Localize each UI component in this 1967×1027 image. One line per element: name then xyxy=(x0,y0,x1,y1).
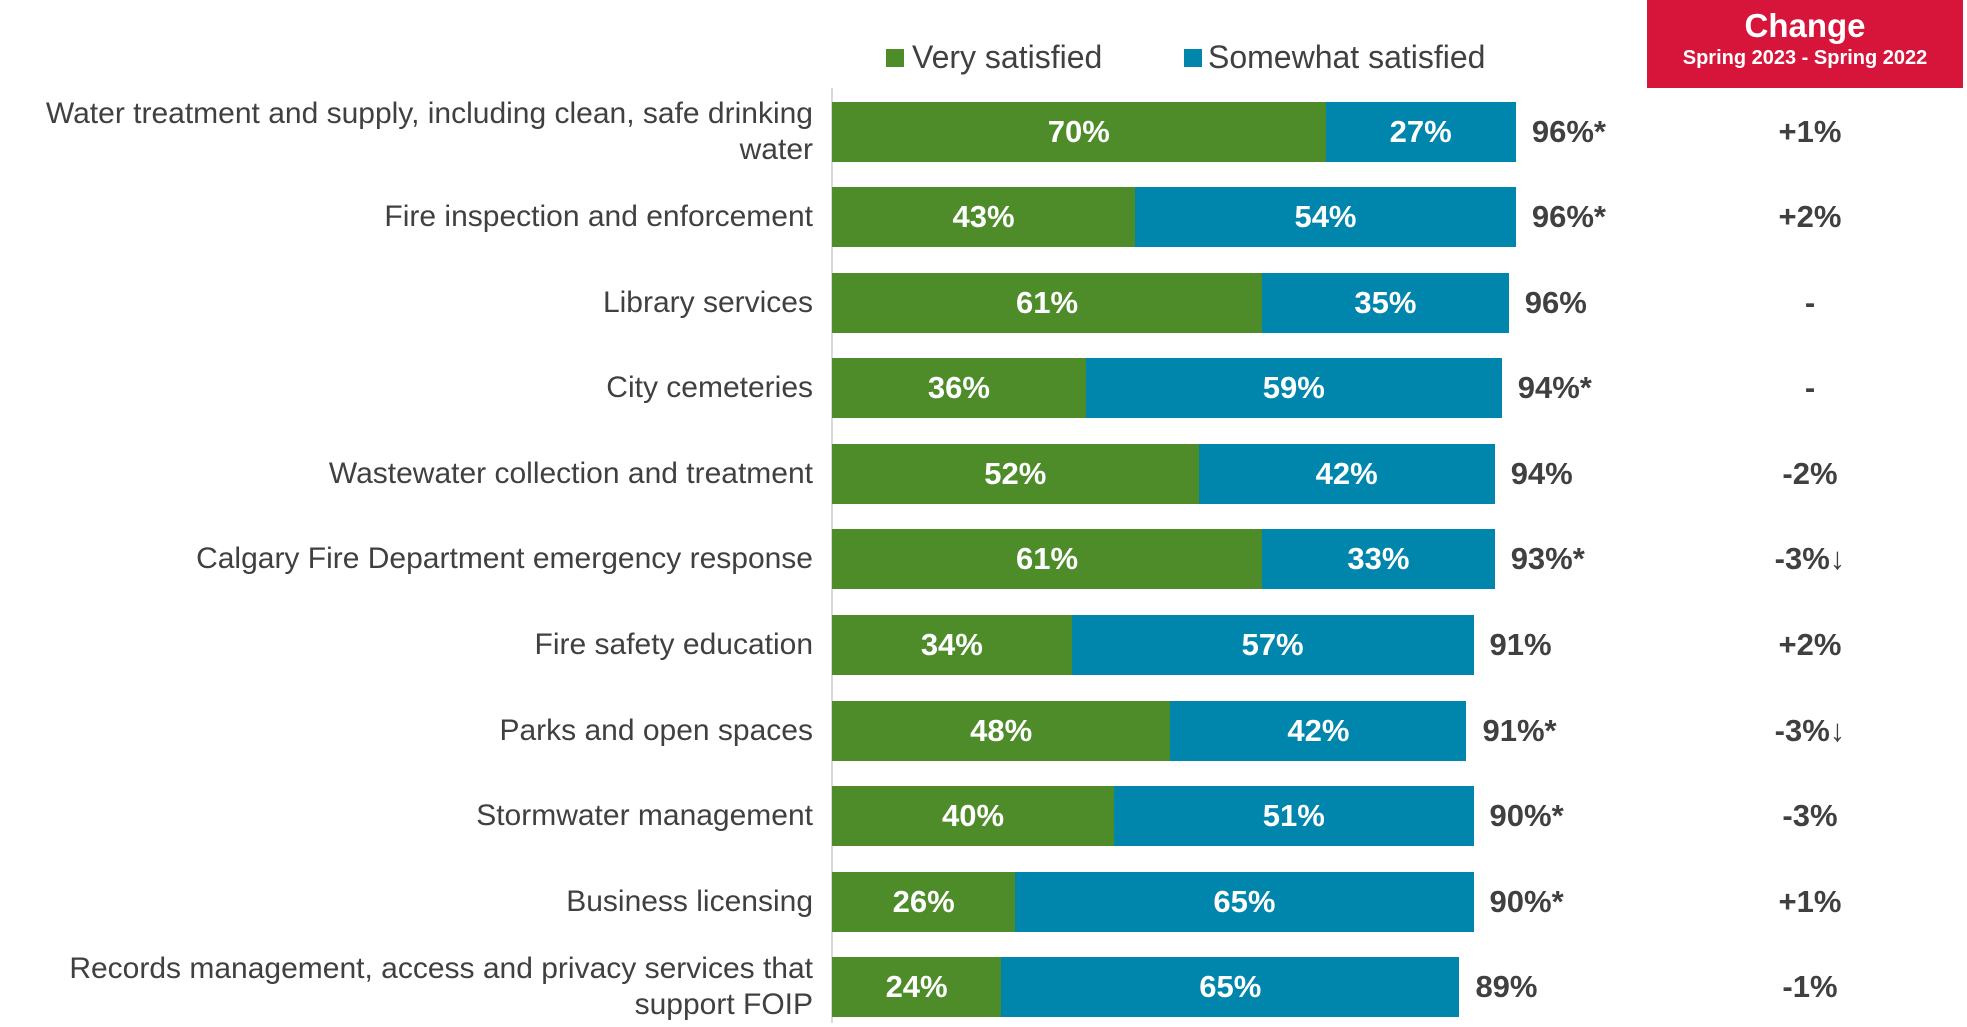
total-label: 96%* xyxy=(1531,199,1606,235)
total-label: 91% xyxy=(1489,627,1552,662)
data-label: 61% xyxy=(1016,541,1079,577)
category-label: City cemeteries xyxy=(606,371,813,405)
bar-segment: 61% xyxy=(832,529,1263,590)
bar-segment: 54% xyxy=(1135,187,1516,248)
category-label: Parks and open spaces xyxy=(499,713,813,747)
total-label: 90%* xyxy=(1489,798,1564,834)
bar-segment: 51% xyxy=(1114,786,1474,847)
change-value: -2% xyxy=(1782,455,1838,491)
data-label: 65% xyxy=(1199,969,1262,1005)
data-label: 36% xyxy=(927,370,990,406)
data-label: 61% xyxy=(1016,284,1079,320)
data-label: 52% xyxy=(984,455,1047,491)
category-label: Fire inspection and enforcement xyxy=(384,200,813,234)
legend-label: Very satisfied xyxy=(912,39,1103,75)
data-label: 48% xyxy=(970,712,1033,748)
change-value: - xyxy=(1804,284,1816,320)
change-header: Change Spring 2023 - Spring 2022 xyxy=(1647,0,1963,88)
bar-segment: 59% xyxy=(1085,358,1502,419)
change-value: -3% xyxy=(1782,798,1838,834)
legend-swatch xyxy=(1184,49,1202,67)
category-label: Water treatment and supply, including cl… xyxy=(45,96,813,166)
change-value: +2% xyxy=(1778,199,1842,235)
total-label: 91%* xyxy=(1482,712,1557,748)
bar-segment: 52% xyxy=(832,443,1199,504)
bar-segment: 70% xyxy=(832,101,1326,162)
change-value: +1% xyxy=(1778,113,1842,149)
bar-segment: 42% xyxy=(1198,443,1495,504)
bar-segment: 36% xyxy=(832,358,1086,419)
bar-segment: 26% xyxy=(832,871,1016,932)
total-label: 93%* xyxy=(1510,541,1585,577)
change-value: - xyxy=(1804,370,1816,406)
change-value: +1% xyxy=(1778,883,1842,919)
data-label: 54% xyxy=(1294,199,1357,235)
bar-segment: 65% xyxy=(1015,871,1474,932)
change-value: +2% xyxy=(1778,627,1842,662)
total-label: 90%* xyxy=(1489,883,1564,919)
total-label: 94% xyxy=(1510,455,1573,491)
bar-segment: 34% xyxy=(832,615,1072,675)
bar-segment: 43% xyxy=(832,187,1136,248)
data-label: 24% xyxy=(885,969,948,1005)
data-label: 43% xyxy=(952,199,1015,235)
change-value: -3%↓ xyxy=(1774,712,1846,748)
total-label: 96%* xyxy=(1531,113,1606,149)
data-label: 42% xyxy=(1287,712,1350,748)
data-label: 26% xyxy=(892,883,955,919)
change-value: -3%↓ xyxy=(1774,541,1846,577)
category-label: Calgary Fire Department emergency respon… xyxy=(196,542,813,576)
data-label: 40% xyxy=(941,798,1005,834)
data-label: 27% xyxy=(1389,113,1452,149)
bar-segment: 35% xyxy=(1262,272,1509,333)
data-label: 33% xyxy=(1347,541,1410,577)
change-subtitle: Spring 2023 - Spring 2022 xyxy=(1682,47,1928,69)
category-label: Library services xyxy=(602,285,813,319)
bar-segment: 57% xyxy=(1071,615,1474,675)
bar-segment: 33% xyxy=(1262,529,1495,590)
bar-segment: 65% xyxy=(1001,957,1460,1018)
bar-segment: 27% xyxy=(1325,101,1516,162)
data-label: 65% xyxy=(1213,883,1276,919)
data-label: 57% xyxy=(1241,627,1304,662)
total-label: 89% xyxy=(1475,969,1538,1005)
category-label: Records management, access and privacy s… xyxy=(69,952,813,1022)
total-label: 94%* xyxy=(1517,370,1592,406)
legend-swatch xyxy=(886,49,904,67)
bar-segment: 24% xyxy=(832,957,1002,1018)
change-title: Change xyxy=(1744,7,1866,44)
category-label: Wastewater collection and treatment xyxy=(328,456,813,490)
bar-segment: 42% xyxy=(1170,700,1467,761)
bar-segment: 40% xyxy=(832,786,1114,847)
change-value: -1% xyxy=(1782,969,1838,1005)
category-label: Stormwater management xyxy=(476,799,813,833)
data-label: 42% xyxy=(1315,455,1378,491)
data-label: 51% xyxy=(1262,798,1325,834)
category-label: Business licensing xyxy=(566,884,813,918)
bar-segment: 61% xyxy=(832,272,1263,333)
data-label: 35% xyxy=(1354,284,1417,320)
legend-label: Somewhat satisfied xyxy=(1208,39,1486,75)
data-label: 70% xyxy=(1047,113,1110,149)
total-label: 96% xyxy=(1524,284,1587,320)
category-label: Fire safety education xyxy=(534,628,813,661)
data-label: 34% xyxy=(920,627,983,662)
bar-segment: 48% xyxy=(832,700,1171,761)
data-label: 59% xyxy=(1262,370,1325,406)
